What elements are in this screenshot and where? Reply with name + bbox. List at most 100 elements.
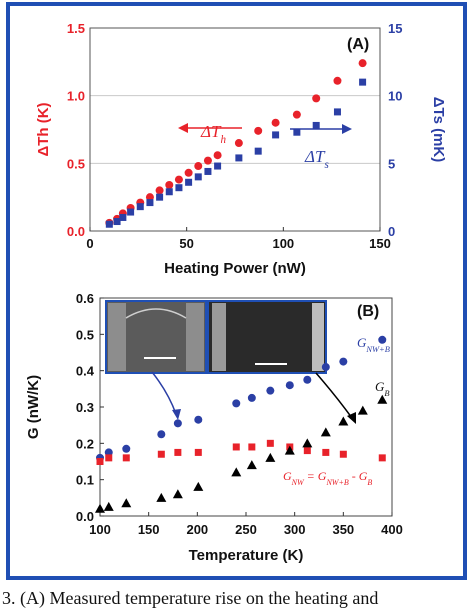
y-tick-label-b: 0.0 bbox=[76, 509, 94, 524]
arrow-head-delta-ts bbox=[342, 124, 352, 134]
figure-frame bbox=[6, 2, 467, 580]
data-point-delta-th bbox=[203, 156, 212, 165]
annotation-delta-ts: ΔTs bbox=[304, 147, 329, 171]
data-point-delta-th bbox=[312, 94, 321, 103]
x-tick-label-a: 150 bbox=[369, 236, 391, 251]
data-point-g-b bbox=[121, 498, 132, 508]
data-point-g-b bbox=[172, 489, 183, 499]
data-point-delta-th bbox=[271, 118, 280, 127]
data-point-delta-ts bbox=[146, 199, 154, 207]
x-tick-label-b: 300 bbox=[284, 522, 306, 537]
pointer-arrowhead-black bbox=[347, 412, 356, 424]
data-point-delta-ts bbox=[185, 178, 193, 186]
data-point-g-b bbox=[284, 445, 295, 455]
data-point-g-nw-b bbox=[321, 363, 330, 372]
data-point-g-nw bbox=[232, 443, 240, 451]
y-left-axis-title-a: ΔTh (K) bbox=[35, 102, 52, 156]
data-point-g-b bbox=[302, 438, 313, 448]
data-point-g-b bbox=[231, 467, 242, 477]
data-point-delta-ts bbox=[175, 184, 183, 192]
data-point-delta-ts bbox=[235, 154, 243, 162]
y-tick-label-b: 0.3 bbox=[76, 400, 94, 415]
annotation-delta-th: ΔTh bbox=[200, 122, 226, 146]
inset-frame bbox=[207, 300, 327, 374]
y-tick-label-b: 0.4 bbox=[76, 364, 95, 379]
data-point-g-nw bbox=[378, 454, 386, 462]
data-point-g-nw-b bbox=[303, 375, 312, 384]
data-point-g-b bbox=[193, 481, 204, 491]
y-left-tick-label-a: 0.0 bbox=[67, 224, 85, 239]
data-point-g-b bbox=[103, 501, 114, 511]
y-tick-label-b: 0.6 bbox=[76, 291, 94, 306]
y-tick-label-b: 0.1 bbox=[76, 473, 94, 488]
inset-micrograph-after-cut bbox=[207, 300, 327, 374]
data-point-delta-th bbox=[292, 110, 301, 119]
data-point-g-nw-b bbox=[339, 357, 348, 366]
y-right-axis-title-a: ΔTs (mK) bbox=[430, 97, 447, 163]
data-point-delta-ts bbox=[293, 128, 301, 136]
y-left-tick-label-a: 1.5 bbox=[67, 21, 85, 36]
sem-nanowire bbox=[125, 308, 187, 319]
x-tick-label-b: 400 bbox=[381, 522, 403, 537]
data-point-delta-ts bbox=[254, 147, 262, 155]
x-tick-label-b: 250 bbox=[235, 522, 257, 537]
panel-label-a: (A) bbox=[347, 36, 369, 53]
data-point-delta-th bbox=[194, 162, 203, 171]
data-point-g-nw bbox=[339, 450, 347, 458]
data-point-delta-th bbox=[234, 139, 243, 148]
x-tick-label-b: 150 bbox=[138, 522, 160, 537]
data-point-g-b bbox=[265, 452, 276, 462]
data-point-delta-ts bbox=[119, 213, 127, 221]
data-point-g-b bbox=[246, 460, 257, 470]
data-point-g-nw bbox=[174, 448, 182, 456]
x-tick-label-a: 100 bbox=[272, 236, 294, 251]
data-point-delta-ts bbox=[165, 188, 173, 196]
data-point-delta-th bbox=[165, 180, 174, 189]
data-point-g-nw bbox=[122, 454, 130, 462]
data-point-delta-ts bbox=[136, 203, 144, 211]
data-point-g-nw-b bbox=[173, 419, 182, 428]
data-point-g-nw-b bbox=[378, 335, 387, 344]
x-tick-label-b: 200 bbox=[186, 522, 208, 537]
sem-pad-left bbox=[108, 303, 126, 371]
data-point-g-b bbox=[357, 405, 368, 415]
data-point-delta-ts bbox=[333, 108, 341, 116]
data-point-delta-th bbox=[174, 175, 183, 184]
pointer-arrow-black bbox=[315, 372, 353, 419]
figure-caption: 3. (A) Measured temperature rise on the … bbox=[2, 588, 379, 608]
data-point-g-nw bbox=[248, 443, 256, 451]
data-point-delta-ts bbox=[214, 162, 222, 170]
data-point-delta-ts bbox=[194, 173, 202, 181]
y-right-tick-label-a: 0 bbox=[388, 224, 395, 239]
series-label-g-b: GB bbox=[375, 379, 390, 398]
data-point-delta-ts bbox=[127, 208, 135, 216]
data-point-delta-ts bbox=[156, 193, 164, 201]
pointer-arrowhead-blue bbox=[172, 409, 181, 420]
data-point-g-b bbox=[156, 492, 167, 502]
x-tick-label-b: 100 bbox=[89, 522, 111, 537]
data-point-delta-ts bbox=[105, 220, 113, 228]
data-point-delta-ts bbox=[312, 121, 320, 129]
x-tick-label-a: 0 bbox=[86, 236, 93, 251]
x-tick-label-b: 350 bbox=[332, 522, 354, 537]
series-label-g-nw-b: GNW+B bbox=[357, 335, 390, 354]
plot-area-a bbox=[89, 27, 381, 232]
data-point-g-nw bbox=[322, 448, 330, 456]
data-point-delta-th bbox=[155, 186, 164, 195]
y-axis-title-b: G (nW/K) bbox=[25, 375, 42, 439]
y-tick-label-b: 0.5 bbox=[76, 327, 94, 342]
data-point-g-nw-b bbox=[157, 430, 166, 439]
data-point-delta-th bbox=[254, 126, 263, 135]
arrow-head-delta-th bbox=[178, 123, 188, 133]
sem-pad-left bbox=[212, 303, 226, 371]
data-point-g-b bbox=[377, 394, 388, 404]
y-left-tick-label-a: 1.0 bbox=[67, 89, 85, 104]
data-point-g-nw-b bbox=[247, 393, 256, 402]
data-point-g-b bbox=[320, 427, 331, 437]
data-point-g-b bbox=[338, 416, 349, 426]
y-right-tick-label-a: 5 bbox=[388, 156, 395, 171]
y-left-tick-label-a: 0.5 bbox=[67, 156, 85, 171]
panel-label-b: (B) bbox=[357, 303, 379, 320]
y-right-tick-label-a: 10 bbox=[388, 89, 402, 104]
data-point-delta-th bbox=[333, 76, 342, 85]
